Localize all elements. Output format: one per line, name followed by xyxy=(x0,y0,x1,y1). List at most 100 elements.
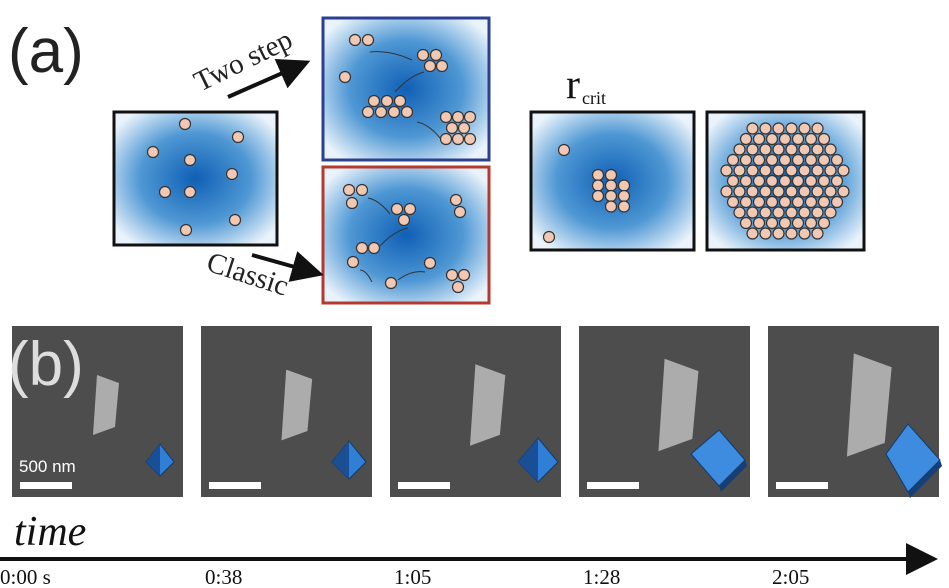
particle xyxy=(382,96,393,107)
particle xyxy=(819,176,830,187)
scale-bar xyxy=(776,482,828,489)
particle xyxy=(369,96,380,107)
particle xyxy=(786,228,797,239)
particle xyxy=(386,278,397,289)
particle xyxy=(760,123,771,134)
particle xyxy=(455,207,466,218)
particle xyxy=(793,197,804,208)
panel-b xyxy=(12,326,942,498)
particle xyxy=(181,225,192,236)
particle xyxy=(812,144,823,155)
particle xyxy=(838,165,849,176)
particle xyxy=(441,112,452,123)
particle xyxy=(760,144,771,155)
particle xyxy=(747,228,758,239)
particle xyxy=(425,258,436,269)
particle xyxy=(160,187,171,198)
particle xyxy=(340,72,351,83)
particle xyxy=(793,155,804,166)
particle xyxy=(350,35,361,46)
particle xyxy=(780,218,791,229)
particle xyxy=(793,134,804,145)
timestamp: 0:00 s xyxy=(0,565,51,588)
particle xyxy=(786,123,797,134)
particle xyxy=(773,186,784,197)
particle xyxy=(230,215,241,226)
scale-bar xyxy=(398,482,450,489)
particle xyxy=(825,165,836,176)
particle xyxy=(348,257,359,268)
particle xyxy=(431,50,442,61)
particle xyxy=(402,107,413,118)
particle xyxy=(760,165,771,176)
classic-label: Classic xyxy=(203,246,293,302)
particle xyxy=(447,123,458,134)
particle xyxy=(559,145,570,156)
particle xyxy=(465,112,476,123)
particle xyxy=(786,207,797,218)
particle xyxy=(185,187,196,198)
particle xyxy=(793,176,804,187)
particle xyxy=(451,195,462,206)
two-step-label: Two step xyxy=(189,23,297,98)
particle xyxy=(425,61,436,72)
particle xyxy=(344,185,355,196)
particle xyxy=(459,123,470,134)
particle xyxy=(405,204,416,215)
particle xyxy=(825,186,836,197)
particle xyxy=(799,207,810,218)
particle xyxy=(389,107,400,118)
particle xyxy=(453,134,464,145)
particle xyxy=(812,165,823,176)
particle xyxy=(441,134,452,145)
particle xyxy=(780,197,791,208)
particle xyxy=(721,165,732,176)
particle xyxy=(780,155,791,166)
panel-label: (b) xyxy=(8,330,84,399)
particle xyxy=(395,96,406,107)
particle xyxy=(799,165,810,176)
particle xyxy=(741,155,752,166)
particle xyxy=(741,176,752,187)
particle xyxy=(741,218,752,229)
particle xyxy=(227,169,238,180)
particle xyxy=(437,61,448,72)
particle xyxy=(799,228,810,239)
particle xyxy=(832,197,843,208)
scale-bar xyxy=(20,482,72,489)
scale-bar-label: 500 nm xyxy=(19,457,76,476)
particle xyxy=(767,197,778,208)
figure: (a) Two step Classic rcrit (b) 500 nm ti… xyxy=(0,0,949,588)
particle xyxy=(747,123,758,134)
particle xyxy=(754,197,765,208)
particle xyxy=(767,218,778,229)
particle xyxy=(786,186,797,197)
particle xyxy=(812,123,823,134)
particle xyxy=(606,180,617,191)
particle xyxy=(760,207,771,218)
particle xyxy=(399,215,410,226)
particle xyxy=(767,134,778,145)
particle xyxy=(747,186,758,197)
particle xyxy=(799,123,810,134)
particle xyxy=(767,176,778,187)
particle xyxy=(819,218,830,229)
particle xyxy=(799,144,810,155)
particle xyxy=(185,155,196,166)
particle xyxy=(760,228,771,239)
particle xyxy=(606,191,617,202)
particle xyxy=(453,282,464,293)
particle xyxy=(747,165,758,176)
particle xyxy=(819,155,830,166)
particle xyxy=(606,201,617,212)
particle xyxy=(773,228,784,239)
particle xyxy=(447,270,458,281)
scale-bar xyxy=(209,482,261,489)
particle xyxy=(418,50,429,61)
particle xyxy=(734,207,745,218)
particle xyxy=(754,134,765,145)
particle xyxy=(728,155,739,166)
particle xyxy=(606,170,617,181)
particle xyxy=(773,207,784,218)
timestamp: 1:28 xyxy=(583,565,620,588)
